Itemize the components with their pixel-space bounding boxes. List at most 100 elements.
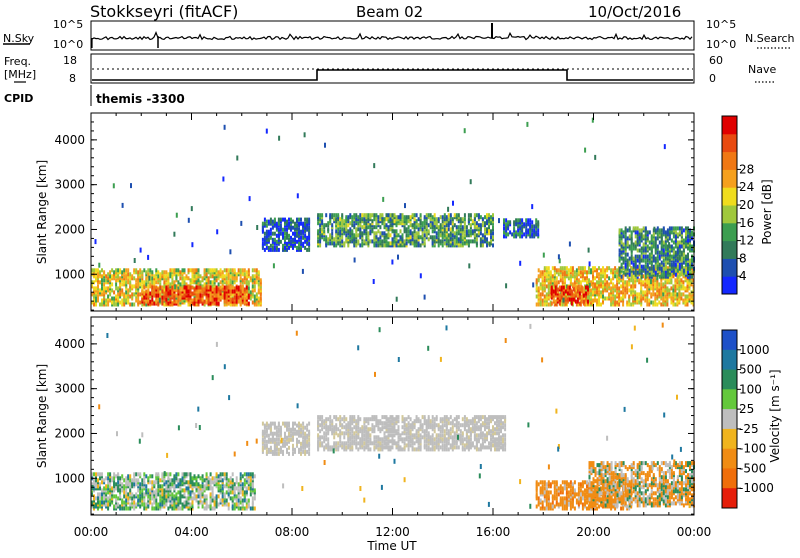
data-cell bbox=[148, 276, 150, 281]
data-cell bbox=[564, 270, 566, 274]
data-cell bbox=[202, 505, 204, 509]
data-cell bbox=[109, 494, 111, 498]
data-cell bbox=[254, 280, 256, 284]
data-cell bbox=[643, 226, 645, 230]
data-cell bbox=[651, 267, 653, 271]
data-cell bbox=[333, 213, 335, 217]
data-cell bbox=[631, 255, 633, 259]
data-cell bbox=[123, 490, 125, 494]
data-cell bbox=[639, 269, 641, 273]
data-cell bbox=[464, 225, 466, 229]
data-cell bbox=[365, 231, 367, 235]
data-cell bbox=[619, 267, 621, 271]
data-cell bbox=[442, 215, 444, 219]
data-cell bbox=[525, 218, 527, 222]
data-cell bbox=[161, 484, 163, 488]
data-cell bbox=[133, 292, 135, 296]
data-cell bbox=[280, 232, 282, 236]
data-cell bbox=[414, 213, 416, 217]
data-cell bbox=[272, 432, 274, 436]
data-cell bbox=[544, 286, 546, 290]
data-cell bbox=[218, 494, 220, 498]
data-cell bbox=[184, 268, 186, 272]
data-cell bbox=[566, 270, 568, 274]
data-cell bbox=[238, 292, 240, 296]
data-cell bbox=[93, 268, 95, 272]
data-cell bbox=[379, 225, 381, 229]
data-cell bbox=[210, 292, 212, 296]
data-cell bbox=[155, 507, 157, 511]
data-cell bbox=[647, 230, 649, 234]
data-cell bbox=[462, 217, 464, 221]
data-cell bbox=[149, 488, 151, 492]
data-cell bbox=[503, 230, 505, 234]
data-cell bbox=[335, 213, 337, 217]
data-cell bbox=[171, 286, 173, 290]
data-cell bbox=[678, 288, 680, 292]
data-cell bbox=[151, 298, 153, 302]
data-cell bbox=[216, 290, 218, 294]
data-cell bbox=[641, 247, 643, 251]
data-cell bbox=[121, 482, 123, 486]
data-cell bbox=[256, 303, 258, 307]
data-cell bbox=[573, 294, 575, 298]
data-cell bbox=[161, 286, 163, 290]
data-cell bbox=[656, 286, 658, 290]
data-cell bbox=[398, 215, 400, 219]
data-cell bbox=[163, 478, 165, 482]
data-cell bbox=[155, 503, 157, 507]
data-cell bbox=[680, 297, 682, 301]
data-cell bbox=[674, 288, 676, 292]
data-cell bbox=[606, 297, 608, 301]
data-cell bbox=[679, 255, 681, 259]
data-cell bbox=[167, 492, 169, 496]
data-cell bbox=[228, 272, 230, 276]
data-cell bbox=[659, 255, 661, 259]
data-cell bbox=[173, 474, 175, 478]
data-cell bbox=[357, 239, 359, 243]
data-cell bbox=[390, 223, 392, 227]
data-cell bbox=[663, 263, 665, 267]
data-cell bbox=[598, 303, 600, 307]
data-cell bbox=[240, 486, 242, 490]
data-cell bbox=[188, 290, 190, 294]
data-cell bbox=[612, 297, 614, 301]
data-cell bbox=[179, 276, 181, 280]
data-cell bbox=[149, 268, 151, 272]
data-cell bbox=[578, 266, 580, 270]
data-cell bbox=[488, 213, 490, 217]
data-cell bbox=[238, 286, 240, 290]
data-cell bbox=[381, 239, 383, 243]
data-cell bbox=[687, 284, 689, 288]
data-cell bbox=[274, 432, 276, 436]
data-cell bbox=[482, 217, 484, 221]
data-cell bbox=[238, 268, 240, 272]
data-cell bbox=[458, 213, 460, 217]
data-cell bbox=[337, 227, 339, 231]
data-cell bbox=[677, 232, 679, 236]
data-cell bbox=[519, 230, 521, 234]
data-cell bbox=[596, 280, 598, 284]
data-cell bbox=[630, 303, 632, 307]
data-cell bbox=[254, 274, 256, 278]
data-cell bbox=[317, 239, 319, 243]
data-cell bbox=[248, 286, 250, 290]
data-cell bbox=[687, 299, 689, 303]
data-cell bbox=[679, 241, 681, 245]
data-cell bbox=[602, 280, 604, 284]
data-cell bbox=[440, 239, 442, 243]
data-cell bbox=[442, 219, 444, 223]
data-cell bbox=[452, 201, 454, 206]
data-cell bbox=[390, 241, 392, 245]
data-cell bbox=[574, 274, 576, 278]
data-cell bbox=[147, 494, 149, 498]
data-cell bbox=[540, 286, 542, 290]
data-cell bbox=[212, 480, 214, 484]
data-cell bbox=[390, 217, 392, 221]
data-cell bbox=[685, 243, 687, 247]
data-cell bbox=[474, 233, 476, 237]
data-cell bbox=[646, 292, 648, 296]
data-cell bbox=[147, 268, 149, 272]
data-cell bbox=[408, 219, 410, 223]
data-cell bbox=[216, 229, 218, 234]
